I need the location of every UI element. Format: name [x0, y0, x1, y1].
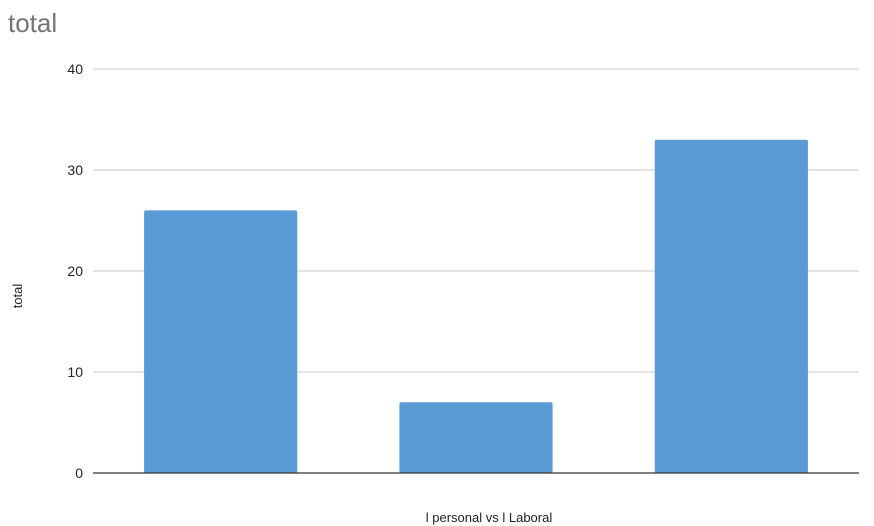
- y-tick-labels: 0 10 20 30 40: [67, 61, 83, 481]
- y-tick-label: 40: [67, 61, 83, 77]
- y-tick-label: 30: [67, 162, 83, 178]
- y-axis-title: total: [10, 284, 25, 309]
- y-tick-label: 0: [75, 465, 83, 481]
- x-axis-title: l personal vs l Laboral: [426, 510, 553, 525]
- y-tick-label: 20: [67, 263, 83, 279]
- chart-title: total: [8, 8, 58, 38]
- y-tick-label: 10: [67, 364, 83, 380]
- bars: [144, 139, 808, 473]
- bar: [144, 210, 298, 473]
- bar: [399, 402, 553, 473]
- bar: [654, 139, 808, 473]
